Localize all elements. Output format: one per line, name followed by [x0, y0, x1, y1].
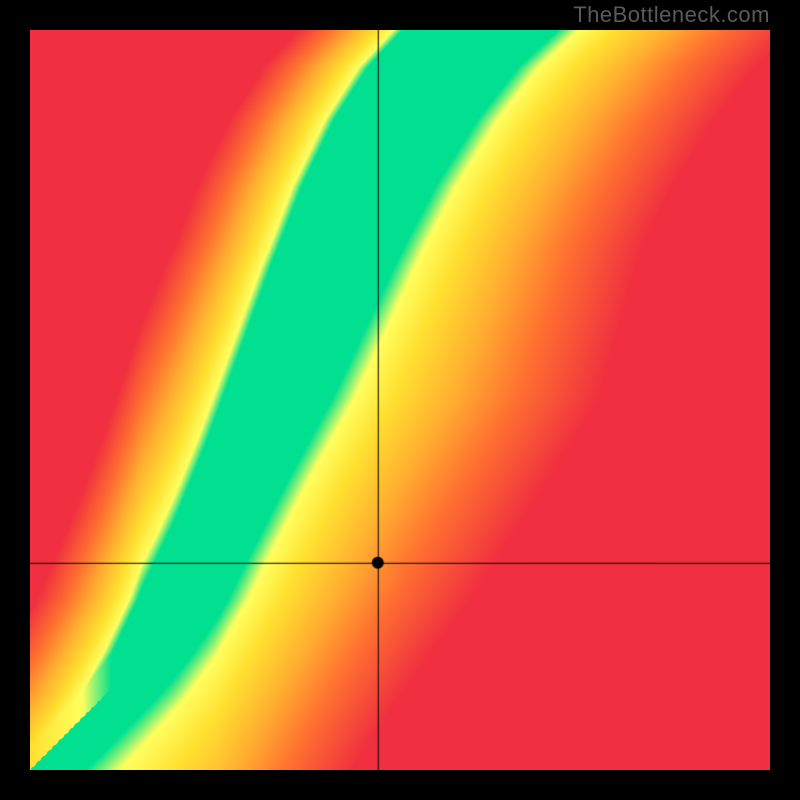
heatmap-canvas — [30, 30, 770, 770]
heatmap-plot — [30, 30, 770, 770]
watermark-text: TheBottleneck.com — [573, 2, 770, 28]
